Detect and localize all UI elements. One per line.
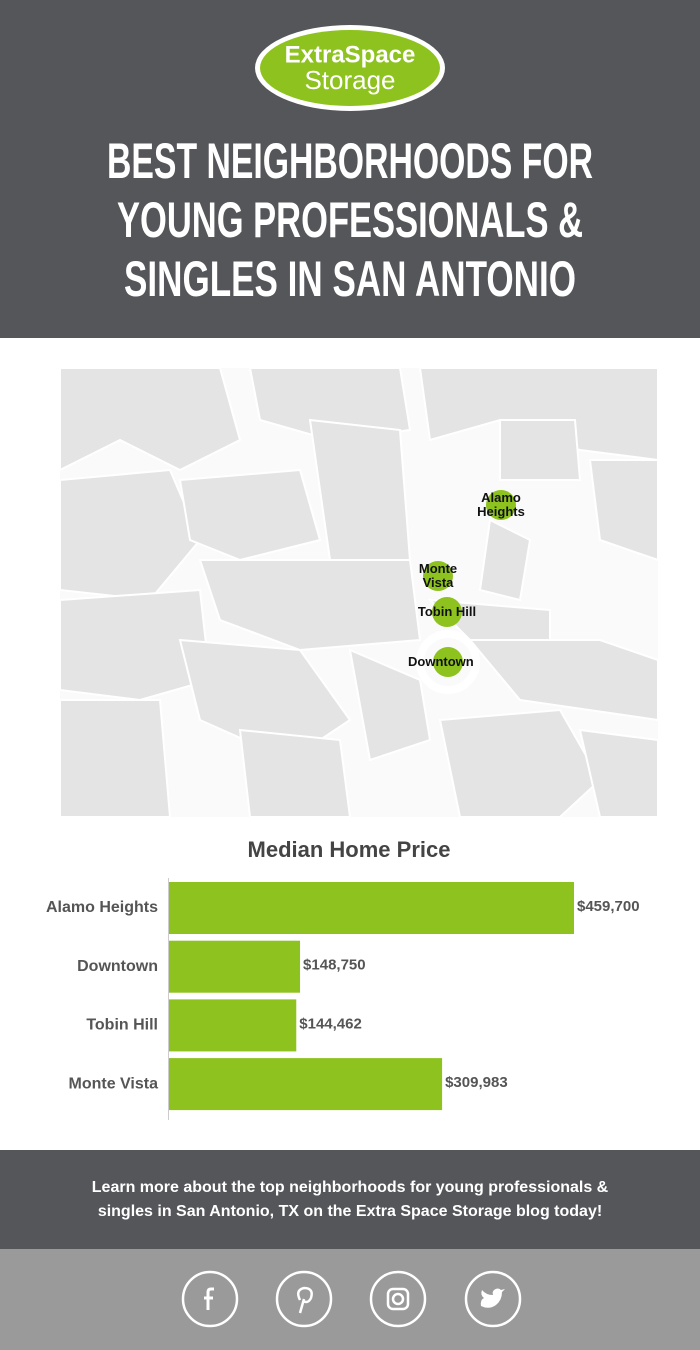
social-bg bbox=[0, 1249, 700, 1350]
map-marker bbox=[423, 561, 453, 591]
bar bbox=[169, 882, 574, 934]
map-marker bbox=[486, 490, 516, 520]
map-label: Downtown bbox=[408, 654, 474, 669]
value-label: $144,462 bbox=[299, 1015, 362, 1032]
category-label: Alamo Heights bbox=[46, 899, 158, 916]
instagram-icon[interactable] bbox=[369, 1270, 427, 1328]
map-label: Monte Vista bbox=[418, 561, 458, 590]
map-marker bbox=[432, 597, 462, 627]
logo-text: ExtraSpace bbox=[285, 41, 416, 68]
category-label: Tobin Hill bbox=[86, 1017, 158, 1034]
title-line: BEST NEIGHBORHOODS FOR bbox=[107, 133, 593, 189]
title-line: YOUNG PROFESSIONALS & bbox=[117, 192, 583, 248]
category-label: Downtown bbox=[77, 958, 158, 975]
map-marker bbox=[433, 647, 463, 677]
footer-bg bbox=[0, 1150, 700, 1249]
map-label: Alamo Heights bbox=[477, 490, 525, 519]
bar bbox=[169, 940, 301, 993]
chart-title: Median Home Price bbox=[248, 837, 451, 862]
twitter-icon[interactable] bbox=[464, 1270, 522, 1328]
pinterest-icon[interactable] bbox=[275, 1270, 333, 1328]
bar-chart: Median Home Price Alamo Heights $459,700 D… bbox=[46, 837, 640, 1120]
bar bbox=[169, 1058, 443, 1111]
category-label: Monte Vista bbox=[69, 1075, 159, 1092]
value-label: $459,700 bbox=[577, 898, 640, 915]
title-line: SINGLES IN SAN ANTONIO bbox=[124, 251, 576, 307]
footer-text: Learn more about the top neighborhoods f… bbox=[91, 1179, 609, 1220]
map bbox=[59, 367, 659, 818]
value-label: $309,983 bbox=[445, 1074, 508, 1091]
bar bbox=[169, 999, 297, 1052]
value-label: $148,750 bbox=[303, 957, 366, 974]
logo-text: Storage bbox=[304, 65, 395, 95]
facebook-icon[interactable] bbox=[181, 1270, 239, 1328]
logo[interactable]: ExtraSpace Storage bbox=[255, 25, 445, 111]
map-label: Tobin Hill bbox=[417, 604, 477, 619]
